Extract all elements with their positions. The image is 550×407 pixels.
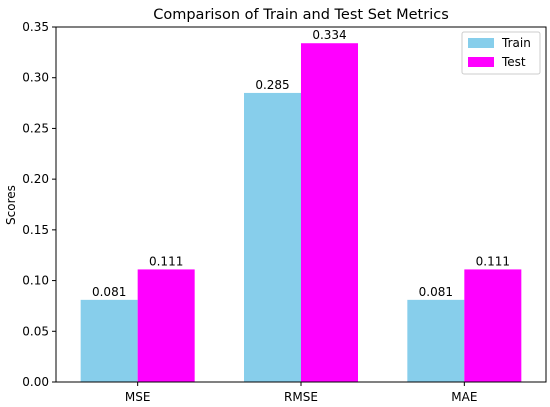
chart-title: Comparison of Train and Test Set Metrics (153, 7, 449, 23)
x-tick-label-rmse: RMSE (284, 390, 318, 404)
legend-swatch-train (468, 38, 494, 48)
bars-group (80, 43, 522, 382)
y-axis: 0.00 0.05 0.10 0.15 0.20 0.25 0.30 0.35 (22, 20, 56, 389)
y-tick-label: 0.15 (22, 223, 49, 237)
data-label-test-mse: 0.111 (149, 254, 183, 268)
data-label-test-rmse: 0.334 (312, 28, 346, 42)
x-tick-label-mse: MSE (125, 390, 151, 404)
legend-label-test: Test (501, 55, 526, 69)
y-tick-label: 0.35 (22, 20, 49, 34)
x-axis: MSE RMSE MAE (125, 382, 477, 404)
bar-train-mse (80, 299, 138, 382)
data-label-train-mae: 0.081 (419, 285, 453, 299)
legend: Train Test (461, 31, 541, 75)
bar-train-rmse (244, 92, 301, 382)
y-axis-label: Scores (4, 185, 18, 225)
legend-label-train: Train (501, 36, 531, 50)
y-tick-label: 0.00 (22, 375, 49, 389)
y-tick-label: 0.10 (22, 274, 49, 288)
x-tick-label-mae: MAE (451, 390, 477, 404)
plot-frame (55, 26, 547, 383)
bar-test-mae (464, 269, 522, 382)
legend-swatch-test (468, 57, 494, 67)
bar-test-rmse (301, 43, 358, 382)
bar-test-mse (137, 269, 195, 382)
y-tick-label: 0.25 (22, 121, 49, 135)
bar-train-mae (407, 299, 465, 382)
data-label-test-mae: 0.111 (476, 254, 510, 268)
y-tick-label: 0.05 (22, 324, 49, 338)
data-label-train-mse: 0.081 (92, 285, 126, 299)
data-labels-group: 0.081 0.111 0.285 0.334 0.081 0.111 (92, 28, 510, 299)
y-tick-label: 0.20 (22, 172, 49, 186)
data-label-train-rmse: 0.285 (255, 78, 289, 92)
y-tick-label: 0.30 (22, 71, 49, 85)
